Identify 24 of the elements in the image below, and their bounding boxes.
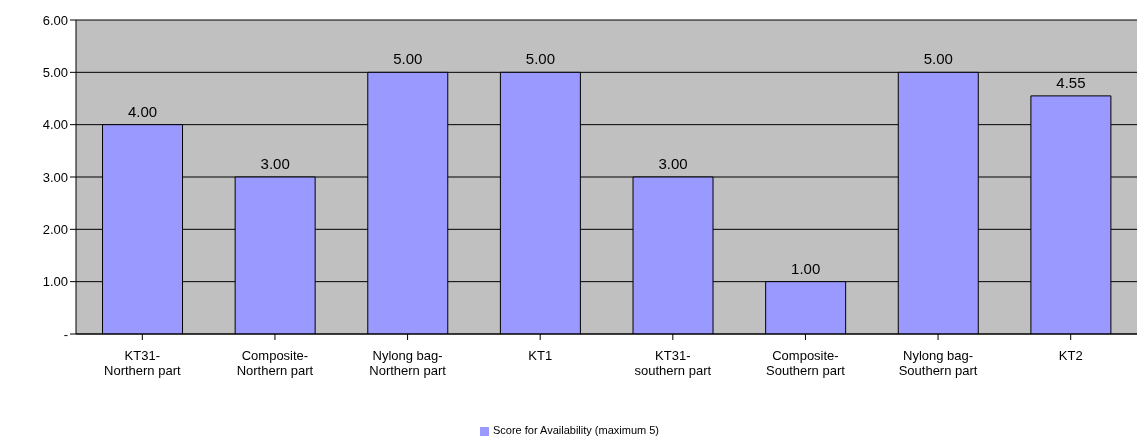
legend-label: Score for Availability (maximum 5) <box>492 424 660 436</box>
data-label: 4.55 <box>1056 73 1086 91</box>
data-label: 1.00 <box>791 259 821 277</box>
x-tick-label: Composite-Northern part <box>236 347 314 379</box>
data-label: 4.00 <box>127 102 158 120</box>
data-label: 3.00 <box>260 155 290 172</box>
data-label: 5.00 <box>393 50 423 68</box>
x-tick-label: KT31-southern part <box>634 347 712 379</box>
y-tick-label: 6.00 <box>42 12 68 28</box>
x-tick-label: KT31-Northern part <box>104 347 181 379</box>
data-label: 5.00 <box>525 50 555 68</box>
y-tick-label: 3.00 <box>42 169 68 185</box>
y-tick-label: 2.00 <box>42 221 68 237</box>
x-tick-label: KT2 <box>1058 347 1083 363</box>
y-tick-label: 1.00 <box>42 274 68 290</box>
x-tick-label: KT1 <box>528 347 553 363</box>
data-label: 5.00 <box>923 50 953 68</box>
data-label: 3.00 <box>658 155 688 172</box>
x-tick-label: Nylong bag-Northern part <box>369 347 447 379</box>
y-tick-label: 4.00 <box>42 117 68 133</box>
y-tick-label: 5.00 <box>42 64 68 80</box>
x-tick-label: Composite-Southern part <box>766 347 846 379</box>
y-tick-label: - <box>63 326 68 342</box>
x-tick-label: Nylong bag-Southern part <box>898 347 978 379</box>
